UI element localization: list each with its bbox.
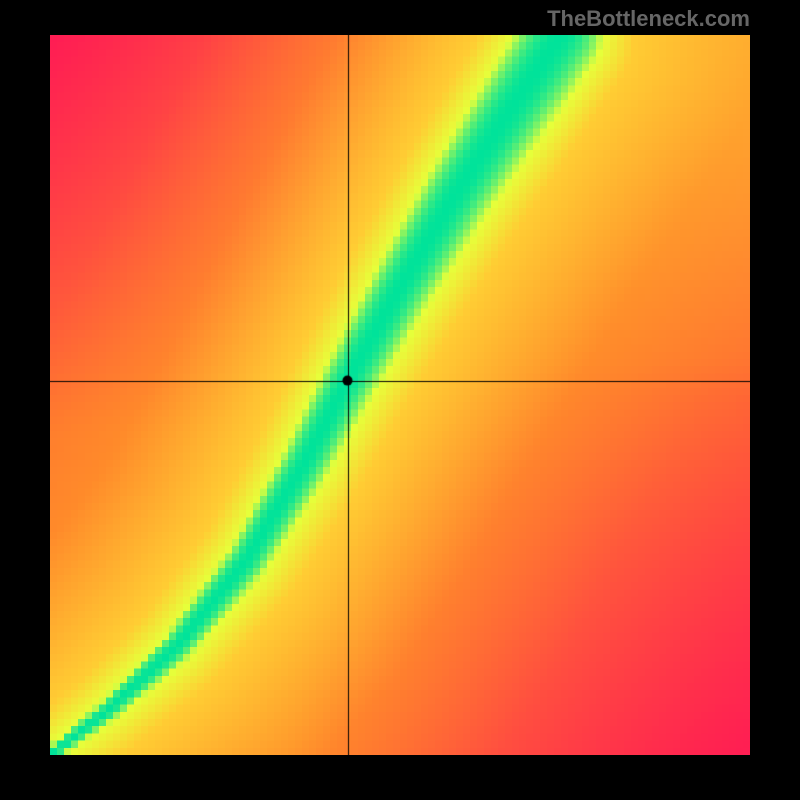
watermark-text: TheBottleneck.com (547, 6, 750, 32)
chart-container: TheBottleneck.com (0, 0, 800, 800)
bottleneck-heatmap (50, 35, 750, 755)
